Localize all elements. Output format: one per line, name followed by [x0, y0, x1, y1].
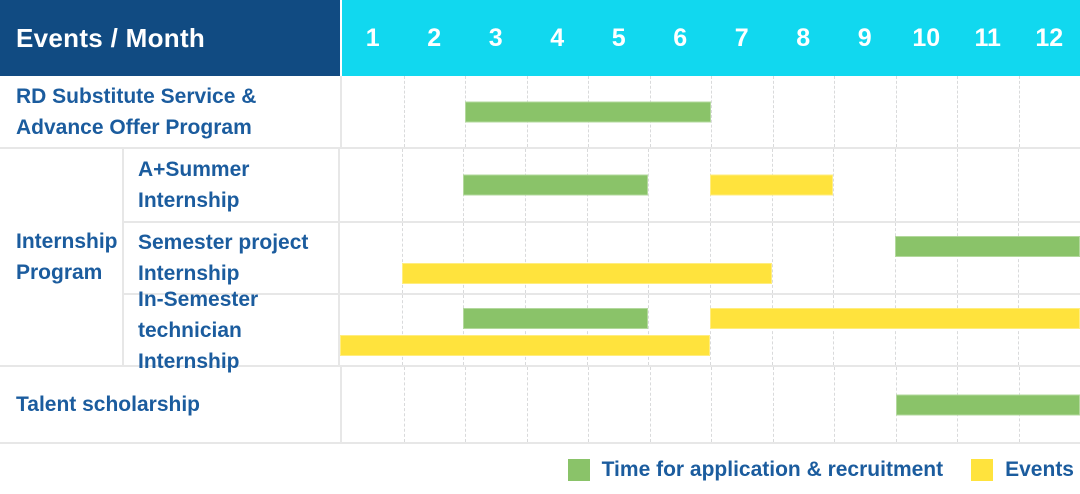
month-gridline: [710, 223, 711, 293]
month-label: 7: [734, 23, 749, 52]
table-header-row: Events / Month 1 2 3 4 5 6 7 8 9 10 11 12: [0, 0, 1080, 76]
table-row-talent-scholarship: Talent scholarship: [0, 365, 1080, 442]
month-label: 6: [673, 23, 688, 52]
month-gridline: [465, 367, 466, 442]
month-gridline: [956, 295, 958, 365]
month-gridline: [834, 76, 835, 147]
month-label: 2: [427, 23, 442, 52]
gantt-bar-green: [463, 308, 649, 329]
table-row-semester-project-internship: Semester project Internship: [124, 221, 1080, 293]
gantt-lane-talent-scholarship: [340, 367, 1080, 442]
gantt-lane-semester-project-internship: [338, 223, 1080, 293]
month-gridline: [772, 367, 774, 442]
table-row-rd-substitute: RD Substitute Service & Advance Offer Pr…: [0, 76, 1080, 147]
month-gridline: [525, 295, 526, 365]
group-label-internship-program: Internship Program: [0, 149, 124, 365]
internship-subrows: A+Summer Internship Semester project Int…: [124, 149, 1080, 373]
legend-green-swatch-icon: [567, 459, 590, 481]
month-gridline: [586, 223, 588, 293]
row-label-a-summer-internship: A+Summer Internship: [138, 158, 250, 212]
month-header: 1 2 3 4 5 6 7 8 9 10 11 12: [340, 0, 1080, 76]
month-gridline: [895, 149, 896, 221]
month-gridline: [401, 295, 403, 365]
month-gridline: [648, 295, 650, 365]
month-gridline: [525, 223, 526, 293]
month-gridline: [1018, 76, 1020, 147]
month-gridline: [649, 367, 651, 442]
month-gridline: [403, 76, 405, 147]
month-gridline: [648, 149, 650, 221]
gantt-bar-yellow: [710, 174, 834, 196]
gantt-bar-yellow: [340, 335, 710, 356]
month-label: 4: [550, 23, 565, 52]
month-gridline: [956, 149, 958, 221]
header-title-cell: Events / Month: [0, 0, 340, 76]
month-label: 1: [365, 23, 380, 52]
month-gridline: [833, 295, 835, 365]
gantt-bar-yellow: [401, 263, 772, 284]
legend-label-events: Events: [1005, 458, 1074, 481]
gantt-lane-a-summer-internship: [338, 149, 1080, 221]
month-gridline: [711, 76, 712, 147]
row-label-talent-scholarship: Talent scholarship: [16, 393, 200, 416]
month-gridline: [772, 76, 774, 147]
month-gridline: [1018, 295, 1020, 365]
month-gridline: [586, 295, 588, 365]
month-gridline: [463, 223, 465, 293]
gantt-bar-green: [895, 236, 1080, 257]
row-label-in-semester-technician-internship: In-Semester technician Internship: [138, 287, 259, 373]
month-gridline: [895, 295, 896, 365]
month-label: 12: [1035, 23, 1064, 52]
month-gridline: [1018, 223, 1020, 293]
month-gridline: [401, 223, 403, 293]
gantt-bar-green: [895, 394, 1080, 415]
page-title: Events / Month: [16, 22, 206, 53]
gantt-lane-rd-substitute: [340, 76, 1080, 147]
table-group-internship-program: Internship Program A+Summer Internship S…: [0, 147, 1080, 373]
month-gridline: [710, 295, 711, 365]
month-gridline: [956, 223, 958, 293]
gantt-table: Events / Month 1 2 3 4 5 6 7 8 9 10 11 12 RD Substi…: [0, 0, 1080, 444]
month-gridline: [463, 295, 465, 365]
month-gridline: [526, 367, 528, 442]
month-gridline: [403, 367, 405, 442]
month-gridline: [648, 223, 650, 293]
gantt-lane-in-semester-technician-internship: [338, 295, 1080, 365]
legend-label-application-recruitment: Time for application & recruitment: [601, 458, 944, 481]
gantt-bar-green: [463, 174, 649, 196]
month-label: 5: [611, 23, 626, 52]
month-gridline: [895, 76, 897, 147]
row-label-semester-project-internship: Semester project Internship: [138, 231, 309, 285]
month-gridline: [833, 149, 835, 221]
month-gridline: [833, 223, 835, 293]
month-label: 8: [796, 23, 811, 52]
month-label: 9: [857, 23, 872, 52]
legend-yellow-swatch-icon: [971, 459, 994, 481]
month-label: 3: [488, 23, 503, 52]
month-gridline: [834, 367, 835, 442]
month-gridline: [401, 149, 403, 221]
month-label: 10: [912, 23, 941, 52]
month-gridline: [1018, 149, 1020, 221]
month-gridline: [895, 223, 896, 293]
month-gridline: [711, 367, 712, 442]
month-gridline: [771, 295, 773, 365]
month-gridline: [771, 223, 773, 293]
table-row-in-semester-technician-internship: In-Semester technician Internship: [124, 287, 1080, 373]
legend: Time for application & recruitment Event…: [0, 444, 1080, 494]
month-gridline: [957, 76, 958, 147]
table-row-a-summer-internship: A+Summer Internship: [124, 149, 1080, 221]
month-label: 11: [974, 23, 1001, 52]
month-gridline: [588, 367, 589, 442]
gantt-bar-green: [465, 101, 711, 122]
gantt-bar-yellow: [710, 308, 1080, 329]
row-label-rd-substitute: RD Substitute Service & Advance Offer Pr…: [16, 84, 257, 139]
